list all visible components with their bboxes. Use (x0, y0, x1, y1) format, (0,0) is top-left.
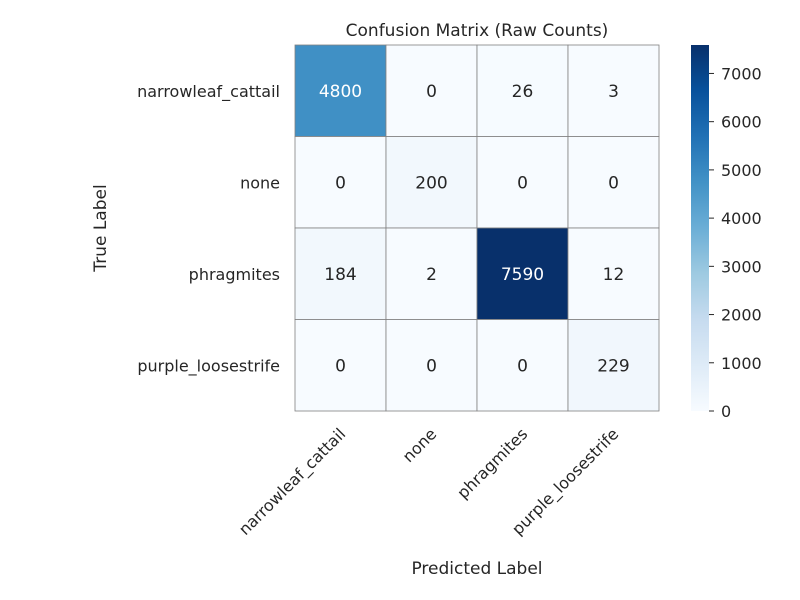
cell-value-label: 0 (426, 82, 437, 102)
y-tick-label: phragmites (189, 265, 280, 284)
colorbar-tick-label: 5000 (721, 161, 762, 180)
x-tick-label: none (399, 424, 441, 466)
colorbar-tick-label: 2000 (721, 306, 762, 325)
heatmap-cells: 4800 0 26 3 0 200 0 0 184 2 7590 12 0 0 0 229 (294, 44, 660, 412)
heatmap-cell (294, 136, 387, 229)
cell-value-label: 0 (335, 173, 346, 193)
heatmap-cell (294, 44, 387, 137)
y-axis-label: True Label (91, 184, 111, 272)
colorbar-tick-label: 7000 (721, 64, 762, 83)
x-tick-label: phragmites (453, 424, 531, 502)
cell-value-label: 12 (603, 265, 625, 285)
colorbar-tick-label: 3000 (721, 257, 762, 276)
cell-value-label: 229 (597, 356, 629, 376)
colorbar-tick-label: 0 (721, 402, 731, 421)
heatmap-cell (385, 227, 478, 320)
y-tick-label: purple_loosestrife (137, 356, 280, 376)
x-tick-label: narrowleaf_cattail (235, 424, 350, 539)
cell-value-label: 26 (512, 82, 534, 102)
heatmap-cell (385, 319, 478, 412)
heatmap-cell (385, 44, 478, 137)
cell-value-label: 2 (426, 265, 437, 285)
heatmap-cell (476, 319, 569, 412)
y-tick-label: narrowleaf_cattail (137, 82, 280, 102)
cell-value-label: 184 (324, 265, 356, 285)
cell-value-label: 0 (426, 356, 437, 376)
heatmap-cell (385, 136, 478, 229)
x-axis-label: Predicted Label (411, 559, 542, 579)
colorbar-tick-label: 1000 (721, 354, 762, 373)
heatmap-cell (294, 319, 387, 412)
y-tick-label: none (240, 173, 280, 192)
x-tick-labels: narrowleaf_cattail none phragmitespurple_l… (235, 424, 623, 539)
chart-title: Confusion Matrix (Raw Counts) (346, 21, 609, 41)
cell-value-label: 4800 (319, 82, 362, 102)
cell-value-label: 0 (608, 173, 619, 193)
colorbar (691, 45, 709, 411)
colorbar-tick-label: 6000 (721, 113, 762, 132)
cell-value-label: 0 (517, 173, 528, 193)
heatmap-cell (567, 319, 660, 412)
heatmap-cell (476, 44, 569, 137)
cell-value-label: 0 (517, 356, 528, 376)
cell-value-label: 0 (335, 356, 346, 376)
heatmap-cell (567, 136, 660, 229)
heatmap-cell (567, 44, 660, 137)
cell-value-label: 3 (608, 82, 619, 102)
colorbar-tick-label: 4000 (721, 209, 762, 228)
colorbar-ticks: 0 1000 2000 3000 4000 5000 6000 7000 (709, 64, 762, 421)
heatmap-cell (567, 227, 660, 320)
cell-value-label: 7590 (501, 265, 544, 285)
cell-value-label: 200 (415, 173, 447, 193)
